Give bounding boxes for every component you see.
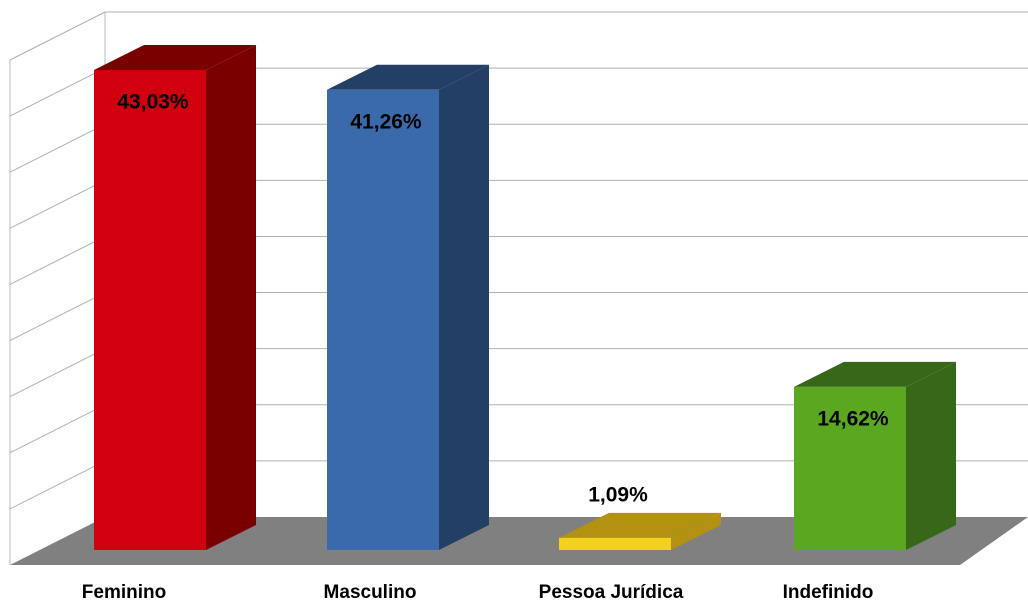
- x-tick-label: Indefinido: [783, 582, 874, 603]
- bar: [327, 89, 439, 551]
- value-label: 41,26%: [350, 110, 422, 133]
- value-label: 1,09%: [588, 483, 648, 506]
- bar-top: [794, 361, 956, 387]
- bar-side: [906, 361, 956, 550]
- bar: [94, 69, 206, 551]
- bar-side: [206, 44, 256, 551]
- grid-line: [9, 404, 106, 454]
- grid-line: [9, 460, 106, 510]
- grid-line: [9, 348, 106, 398]
- floor: [10, 517, 1028, 565]
- grid-line: [9, 179, 106, 229]
- grid-line: [9, 235, 106, 285]
- grid-line: [9, 67, 106, 117]
- bar-side: [671, 512, 721, 550]
- grid-line: [9, 11, 106, 61]
- x-tick-label: Masculino: [324, 582, 417, 603]
- value-label: 43,03%: [117, 91, 189, 114]
- grid-line: [9, 292, 106, 342]
- bar: [794, 386, 906, 550]
- bar-top: [327, 64, 489, 90]
- grid-line: [9, 123, 106, 173]
- value-label: 14,62%: [817, 407, 889, 430]
- bar-top: [94, 44, 256, 70]
- bar-side: [439, 64, 489, 551]
- bar-top: [559, 512, 721, 538]
- x-tick-label: Feminino: [82, 582, 166, 603]
- x-tick-label: Pessoa Jurídica: [539, 582, 684, 603]
- bar: [559, 537, 671, 550]
